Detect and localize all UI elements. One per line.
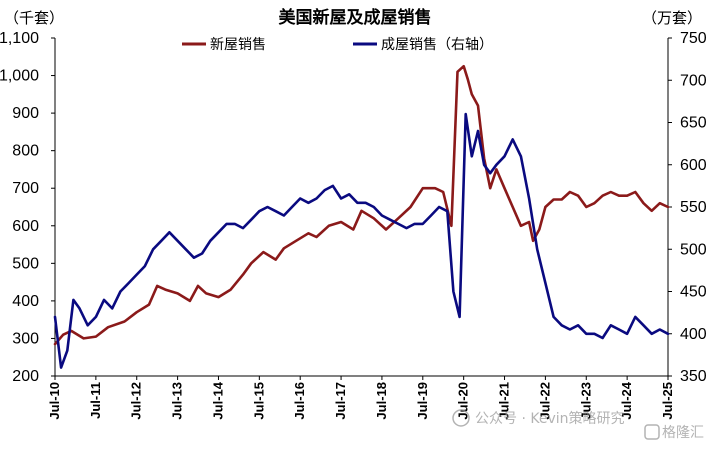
x-tick-label: Jul-13 xyxy=(170,382,185,420)
legend-existing-home-label: 成屋销售（右轴） xyxy=(381,37,493,53)
left-tick-label: 700 xyxy=(12,180,39,197)
x-tick-label: Jul-14 xyxy=(210,381,225,419)
legend: 新屋销售 成屋销售（右轴） xyxy=(182,37,493,53)
right-tick-label: 700 xyxy=(680,72,707,89)
left-tick-label: 1,100 xyxy=(0,30,39,47)
left-tick-label: 600 xyxy=(12,218,39,235)
right-tick-label: 350 xyxy=(680,368,707,385)
new-home-sales-line xyxy=(53,64,670,346)
left-tick-label: 800 xyxy=(12,143,39,160)
watermark: 公众号 · Kevin策略研究 格隆汇 xyxy=(452,409,704,441)
watermark-logo-text: 格隆汇 xyxy=(662,425,704,441)
x-tick-label: Jul-19 xyxy=(415,382,430,420)
x-tick-label: Jul-11 xyxy=(88,382,103,419)
x-tick-label: Jul-10 xyxy=(47,382,62,420)
right-tick-label: 550 xyxy=(680,199,707,216)
left-tick-label: 1,000 xyxy=(0,68,39,85)
chart-title: 美国新屋及成屋销售 xyxy=(279,7,432,28)
left-tick-label: 500 xyxy=(12,255,39,272)
x-tick-label: Jul-18 xyxy=(374,382,389,420)
left-tick-label: 200 xyxy=(12,368,39,385)
left-tick-label: 300 xyxy=(12,330,39,347)
right-tick-label: 750 xyxy=(680,30,707,47)
left-tick-label: 900 xyxy=(12,105,39,122)
series-layer xyxy=(53,64,670,369)
gelonghui-logo-icon xyxy=(644,424,660,440)
right-axis-unit: （万套） xyxy=(642,9,702,27)
x-tick-label: Jul-24 xyxy=(619,381,634,419)
x-tick-label: Jul-12 xyxy=(129,382,144,420)
x-tick-label: Jul-21 xyxy=(497,382,512,420)
x-axis-ticks: Jul-10 Jul-11 Jul-12 Jul-13 Jul-14 Jul-15 Jul-… xyxy=(47,376,675,420)
x-tick-label: Jul-15 xyxy=(251,382,266,420)
right-tick-label: 600 xyxy=(680,157,707,174)
wechat-icon xyxy=(452,409,470,427)
right-tick-label: 500 xyxy=(680,241,707,258)
x-tick-label: Jul-16 xyxy=(292,382,307,420)
watermark-text: 公众号 · Kevin策略研究 xyxy=(475,410,625,427)
right-axis-ticks: 350 400 450 500 550 600 650 700 750 xyxy=(668,30,707,385)
x-tick-label: Jul-17 xyxy=(333,382,348,420)
right-tick-label: 450 xyxy=(680,284,707,301)
left-axis-ticks: 200 300 400 500 600 700 800 900 1,000 1,100 xyxy=(0,30,55,385)
existing-home-sales-line xyxy=(53,112,670,369)
legend-new-home-label: 新屋销售 xyxy=(210,37,266,53)
left-axis-unit: （千套） xyxy=(4,9,64,27)
x-tick-label: Jul-25 xyxy=(660,382,675,420)
right-tick-label: 400 xyxy=(680,326,707,343)
x-tick-label: Jul-23 xyxy=(578,382,593,420)
left-tick-label: 400 xyxy=(12,293,39,310)
x-tick-label: Jul-22 xyxy=(537,382,552,420)
right-tick-label: 650 xyxy=(680,115,707,132)
